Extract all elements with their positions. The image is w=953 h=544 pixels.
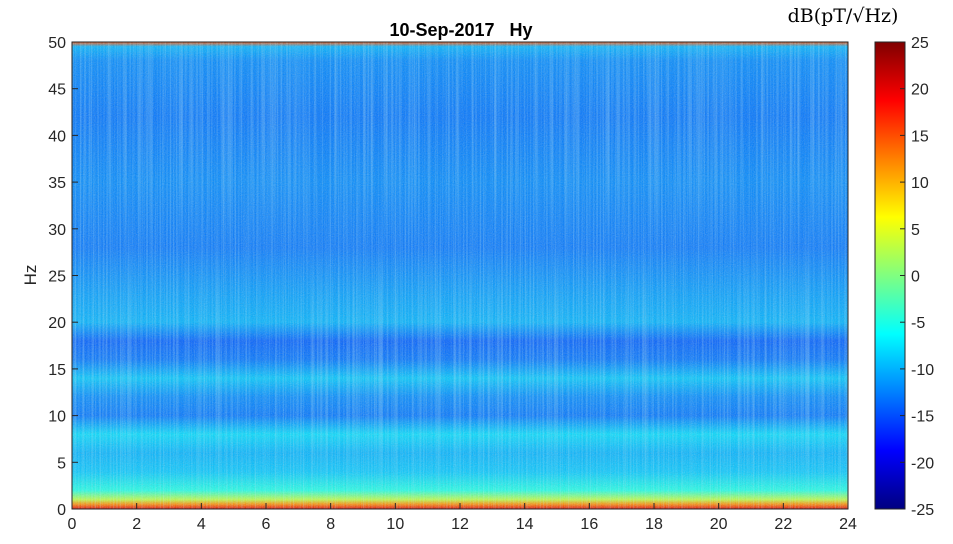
x-tick-label: 20 [710, 516, 728, 533]
y-tick-label: 10 [48, 409, 66, 426]
colorbar-tick-label: -15 [911, 409, 934, 426]
heatmap-noise [72, 42, 848, 509]
colorbar-tick-label: 15 [911, 128, 929, 145]
x-tick-label: 4 [197, 516, 206, 533]
colorbar: -25 -20 -15 -10 -5 0 5 10 15 20 25 [874, 35, 934, 519]
x-tick-label: 22 [774, 516, 792, 533]
x-tick-label: 12 [451, 516, 469, 533]
colorbar-tick-label: -10 [911, 362, 934, 379]
x-tick-label: 18 [645, 516, 663, 533]
x-axis: 0 2 4 6 8 10 12 14 16 18 20 22 24 [68, 503, 857, 533]
y-tick-label: 40 [48, 128, 66, 145]
chart-title: 10-Sep-2017 Hy [389, 20, 532, 40]
x-tick-label: 10 [386, 516, 404, 533]
y-tick-label: 50 [48, 35, 66, 52]
colorbar-tick-label: -5 [911, 315, 925, 332]
colorbar-tick-label: 5 [911, 222, 920, 239]
colorbar-tick-label: 0 [911, 269, 920, 286]
colorbar-unit-label: dB(pT/√Hz) [788, 5, 899, 27]
y-tick-label: 20 [48, 315, 66, 332]
y-tick-label: 30 [48, 222, 66, 239]
plot-area [71, 41, 849, 510]
x-tick-label: 8 [326, 516, 335, 533]
y-tick-label: 45 [48, 82, 66, 99]
y-tick-label: 0 [57, 502, 66, 519]
x-tick-label: 24 [839, 516, 857, 533]
x-tick-label: 6 [262, 516, 271, 533]
y-axis: 0 5 10 15 20 25 30 35 40 45 50 [48, 35, 78, 519]
colorbar-tick-label: -25 [911, 502, 934, 519]
x-tick-label: 16 [580, 516, 598, 533]
y-tick-label: 35 [48, 175, 66, 192]
colorbar-tick-label: 25 [911, 35, 929, 52]
colorbar-tick-label: -20 [911, 455, 934, 472]
y-axis-label: Hz [21, 265, 40, 286]
y-tick-label: 5 [57, 455, 66, 472]
colorbar-tick-label: 10 [911, 175, 929, 192]
x-tick-label: 14 [516, 516, 534, 533]
x-tick-label: 2 [132, 516, 141, 533]
x-tick-label: 0 [68, 516, 77, 533]
y-tick-label: 15 [48, 362, 66, 379]
colorbar-ticks: -25 -20 -15 -10 -5 0 5 10 15 20 25 [900, 35, 934, 519]
y-tick-label: 25 [48, 269, 66, 286]
colorbar-tick-label: 20 [911, 82, 929, 99]
